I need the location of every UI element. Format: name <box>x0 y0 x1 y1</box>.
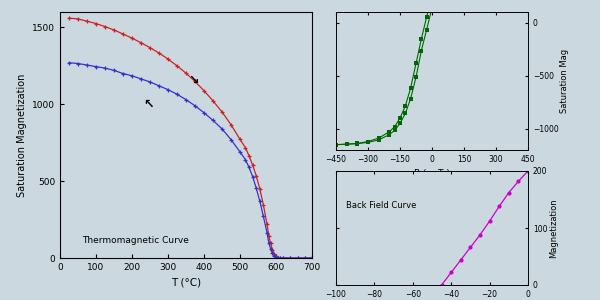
Text: Thermomagnetic Curve: Thermomagnetic Curve <box>82 236 188 245</box>
X-axis label: T (°C): T (°C) <box>171 278 201 287</box>
Y-axis label: Saturation Magnetization: Saturation Magnetization <box>17 73 26 197</box>
Y-axis label: Saturation Mag: Saturation Mag <box>560 49 569 113</box>
Text: Back Field Curve: Back Field Curve <box>346 201 416 210</box>
Text: ↖: ↖ <box>143 97 154 110</box>
X-axis label: B ( mT ): B ( mT ) <box>414 169 450 178</box>
Y-axis label: Magnetization: Magnetization <box>549 198 558 258</box>
Text: ↘: ↘ <box>188 74 198 87</box>
